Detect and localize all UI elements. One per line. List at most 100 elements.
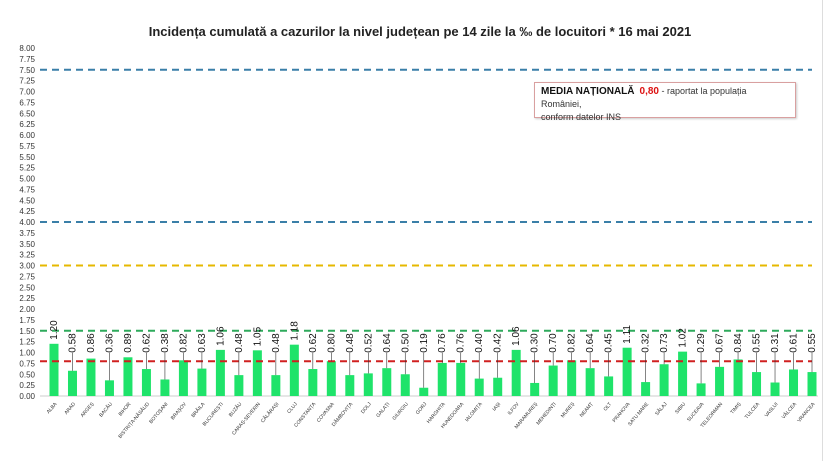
data-label: 0.48 bbox=[271, 333, 282, 353]
data-label: 0.63 bbox=[197, 333, 208, 353]
data-label: 0.86 bbox=[86, 333, 97, 353]
data-label: 0.61 bbox=[789, 333, 800, 353]
x-tick-label: SIBIU bbox=[674, 401, 687, 415]
data-label: 1.18 bbox=[289, 321, 300, 341]
data-label: 0.64 bbox=[585, 333, 596, 353]
x-tick-label: BRĂILA bbox=[190, 400, 207, 419]
bar bbox=[548, 365, 558, 396]
y-tick-label: 5.75 bbox=[19, 142, 35, 151]
bar bbox=[123, 357, 133, 396]
data-label: 0.76 bbox=[456, 333, 467, 353]
bar bbox=[345, 375, 355, 396]
bar bbox=[271, 375, 281, 396]
data-label: 0.55 bbox=[752, 333, 763, 353]
data-label: 1.06 bbox=[215, 326, 226, 346]
data-label: 0.50 bbox=[400, 333, 411, 353]
y-tick-label: 1.25 bbox=[19, 338, 35, 347]
y-tick-label: 1.50 bbox=[19, 327, 35, 336]
y-tick-label: 0.50 bbox=[19, 370, 35, 379]
x-tick-label: TIMIȘ bbox=[729, 401, 743, 416]
x-tick-label: BOTOȘANI bbox=[148, 401, 169, 425]
x-tick-label: CĂLĂRAȘI bbox=[259, 401, 280, 424]
x-tick-label: GALAȚI bbox=[375, 401, 391, 418]
x-tick-label: DOLJ bbox=[360, 401, 373, 415]
y-tick-label: 7.00 bbox=[19, 88, 35, 97]
data-label: 0.48 bbox=[345, 333, 356, 353]
y-tick-label: 7.25 bbox=[19, 77, 35, 86]
x-tick-label: BISTRIȚA-NĂSĂUD bbox=[117, 400, 152, 439]
data-label: 0.84 bbox=[733, 333, 744, 353]
chart-frame bbox=[822, 0, 823, 461]
y-tick-label: 7.75 bbox=[19, 55, 35, 64]
y-tick-label: 8.00 bbox=[19, 44, 35, 53]
y-tick-label: 3.75 bbox=[19, 229, 35, 238]
bar bbox=[215, 349, 225, 396]
y-tick-label: 2.00 bbox=[19, 305, 35, 314]
chart-title: Incidența cumulată a cazurilor la nivel … bbox=[148, 24, 692, 39]
bar bbox=[604, 376, 614, 396]
bar bbox=[678, 351, 688, 396]
bar bbox=[141, 369, 151, 396]
data-label: 0.64 bbox=[382, 333, 393, 353]
data-label: 0.62 bbox=[308, 333, 319, 353]
y-tick-label: 2.25 bbox=[19, 294, 35, 303]
note-value: 0,80 bbox=[639, 86, 659, 97]
data-label: 0.36 bbox=[104, 333, 115, 353]
y-tick-label: 4.50 bbox=[19, 196, 35, 205]
bar bbox=[197, 368, 207, 396]
bar bbox=[770, 382, 780, 396]
note-line2: conform datelor INS bbox=[541, 112, 622, 122]
data-label: 0.42 bbox=[493, 333, 504, 353]
x-tick-label: ILFOV bbox=[507, 401, 521, 416]
x-tick-label: BRAȘOV bbox=[170, 401, 188, 421]
data-label: 0.52 bbox=[363, 333, 374, 353]
bar bbox=[585, 368, 595, 396]
bar bbox=[67, 370, 77, 396]
bar bbox=[456, 362, 466, 396]
data-label: 0.40 bbox=[474, 333, 485, 353]
data-label: 0.32 bbox=[641, 333, 652, 353]
data-label: 0.30 bbox=[530, 333, 541, 353]
data-label: 0.76 bbox=[437, 333, 448, 353]
y-tick-label: 7.50 bbox=[19, 66, 35, 75]
x-tick-label: ALBA bbox=[46, 401, 59, 415]
data-label: 0.38 bbox=[160, 333, 171, 353]
bar bbox=[308, 369, 318, 396]
data-label: 0.29 bbox=[696, 333, 707, 353]
bar bbox=[696, 383, 706, 396]
data-label: 1.02 bbox=[678, 328, 689, 348]
x-tick-label: CLUJ bbox=[286, 401, 299, 415]
bar bbox=[641, 382, 651, 396]
bar bbox=[289, 344, 299, 396]
y-tick-label: 2.50 bbox=[19, 283, 35, 292]
data-label: 0.62 bbox=[141, 333, 152, 353]
bar bbox=[715, 366, 725, 396]
bar bbox=[382, 368, 392, 396]
y-tick-label: 0.00 bbox=[19, 392, 35, 401]
data-label: 1.06 bbox=[511, 326, 522, 346]
x-tick-label: IAȘI bbox=[492, 401, 503, 412]
y-tick-label: 1.00 bbox=[19, 349, 35, 358]
bar bbox=[807, 372, 817, 396]
data-label: 0.19 bbox=[419, 333, 430, 353]
y-tick-label: 1.75 bbox=[19, 316, 35, 325]
bar bbox=[178, 360, 188, 396]
bar bbox=[234, 375, 244, 396]
x-tick-label: BUZĂU bbox=[227, 400, 244, 418]
bar bbox=[437, 362, 447, 396]
y-tick-label: 4.25 bbox=[19, 207, 35, 216]
data-label: 0.82 bbox=[178, 333, 189, 353]
bar bbox=[419, 387, 429, 396]
data-label: 0.48 bbox=[234, 333, 245, 353]
y-tick-label: 6.75 bbox=[19, 98, 35, 107]
y-tick-label: 5.00 bbox=[19, 175, 35, 184]
note-heading: MEDIA NAȚIONALĂ bbox=[541, 86, 635, 97]
x-tick-label: VASLUI bbox=[764, 401, 780, 418]
data-label: 0.89 bbox=[123, 333, 134, 353]
data-label: 0.67 bbox=[715, 333, 726, 353]
y-tick-label: 3.50 bbox=[19, 240, 35, 249]
x-tick-label: NEAMȚ bbox=[579, 401, 595, 418]
data-label: 1.05 bbox=[252, 326, 263, 346]
x-tick-label: ARAD bbox=[63, 401, 77, 416]
x-tick-label: ARGEȘ bbox=[80, 401, 96, 419]
